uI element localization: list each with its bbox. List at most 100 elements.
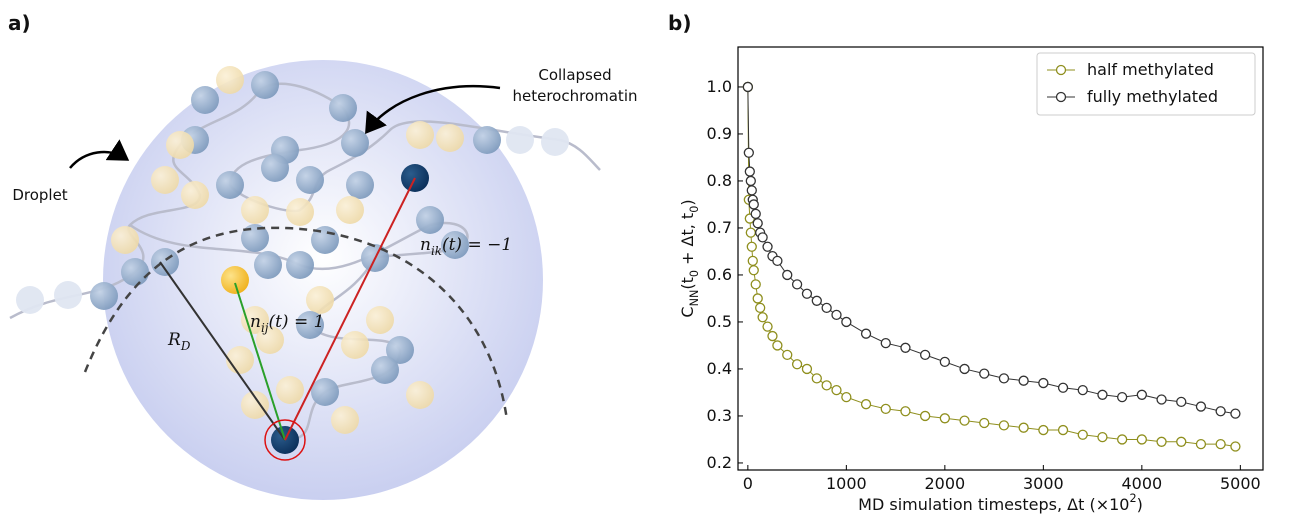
series-line <box>747 86 1236 415</box>
bead <box>416 206 444 234</box>
marker <box>880 337 891 349</box>
marker <box>1156 394 1167 405</box>
marker <box>880 403 891 415</box>
bead <box>261 154 289 182</box>
marker <box>752 218 763 229</box>
marker <box>748 265 759 276</box>
bead <box>346 171 374 199</box>
bead <box>121 258 149 286</box>
marker <box>748 199 759 210</box>
bead <box>221 266 249 294</box>
marker <box>757 312 768 323</box>
bead <box>16 286 44 314</box>
marker <box>801 288 813 299</box>
marker <box>1230 408 1241 419</box>
bead <box>241 224 269 252</box>
bead <box>151 166 179 194</box>
bead <box>541 128 569 156</box>
cutoff-arc <box>83 226 509 421</box>
bead <box>441 231 469 259</box>
bead <box>241 196 269 224</box>
marker <box>860 328 872 339</box>
marker <box>791 279 803 290</box>
panel-label: b) <box>668 11 691 35</box>
legend-label: half methylated <box>1087 60 1214 79</box>
marker <box>900 342 911 353</box>
legend-label: fully methylated <box>1087 87 1218 106</box>
bead <box>226 346 254 374</box>
marker <box>979 417 990 429</box>
marker <box>900 406 911 417</box>
arrow <box>365 84 501 135</box>
x-tick-label: 2000 <box>924 474 965 493</box>
marker <box>821 380 832 391</box>
marker <box>1195 438 1207 450</box>
x-tick-label: 1000 <box>826 474 867 493</box>
bead <box>216 66 244 94</box>
y-tick-label: 0.9 <box>707 123 732 142</box>
bead <box>341 331 369 359</box>
marker <box>1018 422 1029 433</box>
marker <box>747 255 758 267</box>
bead <box>151 248 179 276</box>
marker <box>831 309 842 321</box>
bead <box>166 131 194 159</box>
y-tick-label: 0.6 <box>707 264 732 283</box>
bead <box>329 94 357 122</box>
marker <box>1097 389 1108 400</box>
marker <box>1116 391 1128 403</box>
marker <box>811 373 822 384</box>
marker <box>767 330 778 342</box>
bead <box>366 306 394 334</box>
math-label: nik(t) = −1 <box>420 235 512 259</box>
marker <box>801 363 813 375</box>
marker <box>939 413 950 424</box>
bead <box>181 181 209 209</box>
marker <box>743 147 754 158</box>
marker <box>1077 429 1088 440</box>
marker <box>939 356 950 368</box>
marker <box>755 302 766 314</box>
y-tick-label: 0.3 <box>707 405 732 424</box>
ik-line <box>284 177 416 441</box>
beads <box>16 66 569 454</box>
plot-frame <box>737 46 1264 471</box>
bead <box>436 124 464 152</box>
marker <box>744 166 755 177</box>
legend-marker <box>1055 91 1067 103</box>
bead <box>241 391 269 419</box>
marker <box>1230 441 1241 452</box>
marker <box>772 340 783 351</box>
bead <box>256 326 284 354</box>
marker <box>1136 434 1147 445</box>
bead <box>473 126 501 154</box>
bead <box>276 376 304 404</box>
radius-line <box>159 261 286 441</box>
bead <box>406 381 434 409</box>
y-tick-label: 0.2 <box>707 452 732 471</box>
marker <box>745 175 756 187</box>
bead <box>386 336 414 364</box>
marker <box>1136 389 1147 400</box>
marker <box>1077 384 1088 396</box>
marker <box>782 349 793 361</box>
marker <box>998 420 1010 431</box>
x-tick-label: 0 <box>743 474 753 493</box>
marker <box>762 241 773 252</box>
y-tick-label: 0.7 <box>707 217 732 236</box>
marker <box>762 321 773 332</box>
x-tick-label: 3000 <box>1023 474 1064 493</box>
marker <box>841 316 852 328</box>
marker <box>1195 401 1207 412</box>
droplet <box>103 60 543 500</box>
marker <box>979 368 990 379</box>
bead <box>406 121 434 149</box>
y-tick-label: 0.8 <box>707 170 732 189</box>
chart-panel: b) 0.2 0.3 0.4 0.5 0.6 0.7 0.8 0.9 1.0 0 1000 2000 3… <box>668 11 1264 514</box>
marker <box>919 410 931 422</box>
x-axis-label: MD simulation timesteps, Δt (×102) <box>858 492 1143 514</box>
marker <box>746 241 757 252</box>
marker <box>919 349 931 361</box>
marker <box>831 384 842 396</box>
